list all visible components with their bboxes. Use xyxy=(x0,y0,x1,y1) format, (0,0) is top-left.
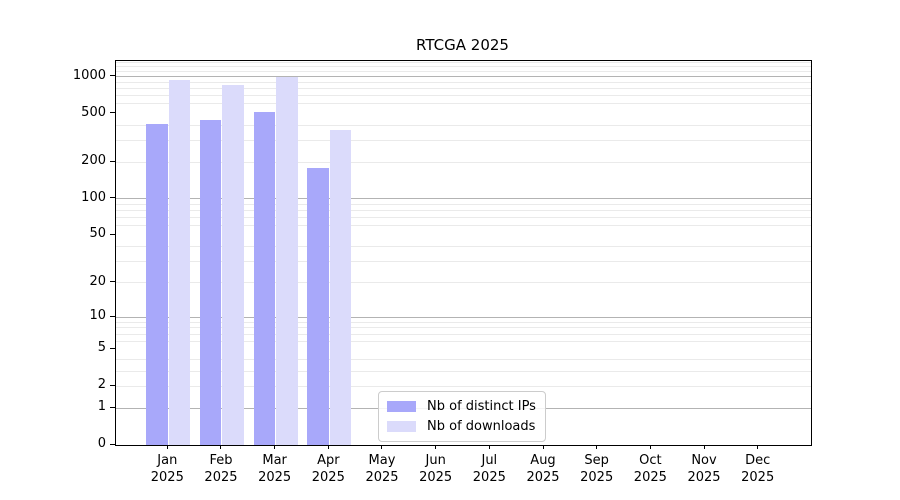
x-tick-label-feb: Feb 2025 xyxy=(204,453,238,485)
gridline-1300 xyxy=(116,62,811,64)
x-tick-mark-apr xyxy=(327,445,329,450)
x-tick-label-mar: Mar 2025 xyxy=(258,453,292,485)
gridline-20 xyxy=(116,282,811,284)
gridline-6 xyxy=(116,340,811,342)
gridline-400 xyxy=(116,124,811,126)
plot-area: Nb of distinct IPs Nb of downloads xyxy=(115,60,812,446)
legend: Nb of distinct IPs Nb of downloads xyxy=(378,391,546,442)
gridline-300 xyxy=(116,140,811,142)
y-tick-label-50: 50 xyxy=(89,226,106,242)
y-tick-label-0: 0 xyxy=(97,436,106,451)
x-tick-mark-jun xyxy=(435,445,437,450)
y-tick-label-20: 20 xyxy=(89,273,106,289)
x-tick-label-jul: Jul 2025 xyxy=(472,453,506,485)
x-tick-label-aug: Aug 2025 xyxy=(526,453,560,485)
y-tick-mark-10 xyxy=(110,315,115,317)
x-tick-mark-jul xyxy=(488,445,490,450)
bar-jan-distinct-ips xyxy=(146,124,168,445)
x-tick-label-jan: Jan 2025 xyxy=(150,453,184,485)
gridline-40 xyxy=(116,246,811,248)
gridline-1000 xyxy=(116,76,811,78)
bar-jan-downloads xyxy=(168,80,191,445)
legend-item-downloads: Nb of downloads xyxy=(387,419,536,434)
gridline-8 xyxy=(116,327,811,329)
x-tick-mark-jan xyxy=(166,445,168,450)
bar-mar-distinct-ips xyxy=(253,112,276,445)
y-tick-mark-1 xyxy=(110,406,115,408)
gridline-600 xyxy=(116,103,811,105)
y-tick-mark-100 xyxy=(110,197,115,199)
y-tick-label-2: 2 xyxy=(97,377,106,393)
x-tick-label-may: May 2025 xyxy=(365,453,399,485)
y-tick-mark-20 xyxy=(110,281,115,283)
bar-apr-downloads xyxy=(329,130,352,445)
chart-title: RTCGA 2025 xyxy=(416,36,509,54)
bar-apr-distinct-ips xyxy=(307,167,329,445)
x-tick-label-nov: Nov 2025 xyxy=(687,453,721,485)
gridline-200 xyxy=(116,161,811,163)
gridline-800 xyxy=(116,87,811,89)
gridline-1100 xyxy=(116,71,811,72)
y-tick-mark-200 xyxy=(110,160,115,162)
gridline-90 xyxy=(116,203,811,205)
gridline-2 xyxy=(116,385,811,387)
x-tick-mark-sep xyxy=(596,445,598,450)
gridline-60 xyxy=(116,225,811,227)
legend-item-distinct-ips: Nb of distinct IPs xyxy=(387,399,536,414)
legend-label-distinct-ips: Nb of distinct IPs xyxy=(427,399,536,414)
gridline-900 xyxy=(116,81,811,83)
legend-swatch-downloads xyxy=(387,421,416,432)
gridline-1200 xyxy=(116,66,811,68)
x-tick-mark-feb xyxy=(220,445,222,450)
gridline-7 xyxy=(116,333,811,335)
y-tick-label-5: 5 xyxy=(97,340,106,356)
legend-label-downloads: Nb of downloads xyxy=(427,419,536,434)
x-tick-mark-may xyxy=(381,445,383,450)
y-tick-mark-0 xyxy=(110,443,115,445)
x-tick-label-jun: Jun 2025 xyxy=(419,453,453,485)
x-tick-label-oct: Oct 2025 xyxy=(633,453,667,485)
y-tick-mark-1000 xyxy=(110,75,115,77)
gridline-4 xyxy=(116,358,811,360)
x-tick-label-apr: Apr 2025 xyxy=(311,453,345,485)
x-tick-mark-nov xyxy=(703,445,705,450)
gridline-3 xyxy=(116,370,811,372)
gridline-80 xyxy=(116,210,811,212)
x-tick-label-sep: Sep 2025 xyxy=(580,453,614,485)
gridline-30 xyxy=(116,261,811,263)
y-tick-label-500: 500 xyxy=(81,104,106,120)
y-tick-label-10: 10 xyxy=(89,308,106,324)
y-tick-mark-50 xyxy=(110,233,115,235)
bar-feb-distinct-ips xyxy=(199,120,222,445)
y-tick-mark-500 xyxy=(110,112,115,113)
x-tick-label-dec: Dec 2025 xyxy=(741,453,775,485)
y-tick-label-100: 100 xyxy=(81,189,106,205)
gridline-70 xyxy=(116,217,811,219)
bar-feb-downloads xyxy=(222,84,244,445)
x-tick-mark-mar xyxy=(274,445,276,450)
legend-swatch-distinct-ips xyxy=(387,401,416,412)
x-tick-mark-aug xyxy=(542,445,544,450)
y-tick-mark-2 xyxy=(110,384,115,386)
gridline-700 xyxy=(116,95,811,97)
gridline-10 xyxy=(116,316,811,318)
gridline-9 xyxy=(116,321,811,323)
y-tick-label-1: 1 xyxy=(97,399,106,415)
gridline-100 xyxy=(116,198,811,200)
y-tick-label-200: 200 xyxy=(81,153,106,169)
y-tick-mark-5 xyxy=(110,347,115,349)
x-tick-mark-dec xyxy=(757,445,759,450)
bar-mar-downloads xyxy=(276,77,298,445)
y-tick-label-1000: 1000 xyxy=(72,67,106,83)
x-tick-mark-oct xyxy=(649,445,651,450)
